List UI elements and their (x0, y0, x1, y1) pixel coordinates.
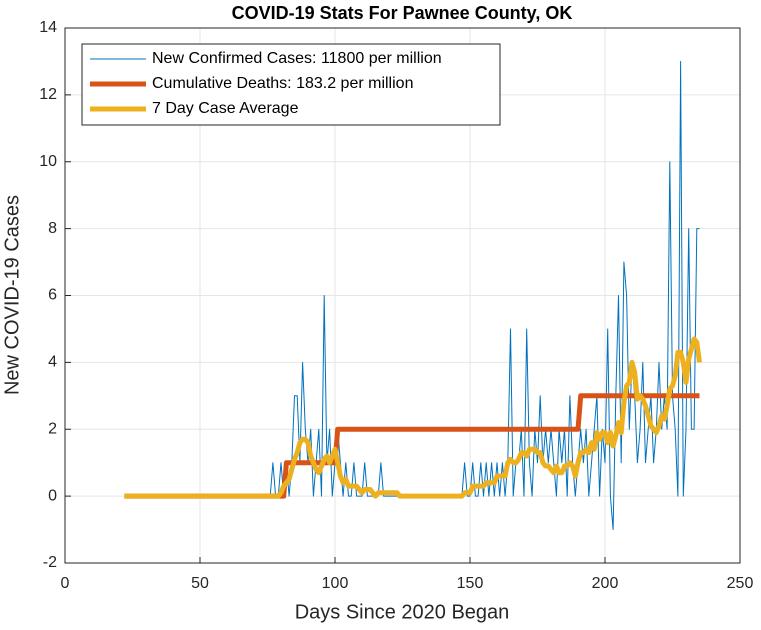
legend-label: Cumulative Deaths: 183.2 per million (152, 75, 413, 92)
series-line (124, 336, 702, 499)
y-tick-label: 6 (48, 287, 57, 304)
x-axis-label: Days Since 2020 Began (295, 601, 510, 623)
lines (124, 60, 702, 531)
y-tick-label: 8 (48, 220, 57, 237)
y-tick-label: 14 (39, 19, 57, 36)
y-tick-label: -2 (43, 554, 57, 571)
x-tick-label: 100 (322, 575, 349, 592)
x-tick-label: 0 (61, 575, 70, 592)
legend-label: New Confirmed Cases: 11800 per million (152, 50, 442, 67)
x-tick-label: 150 (457, 575, 484, 592)
x-tick-label: 250 (727, 575, 754, 592)
y-tick-label: 12 (39, 86, 57, 103)
legend-label: 7 Day Case Average (152, 100, 299, 117)
y-axis-label: New COVID-19 Cases (1, 195, 23, 395)
y-tick-label: 10 (39, 153, 57, 170)
y-tick-label: 4 (48, 354, 57, 371)
y-tick-label: 0 (48, 487, 57, 504)
legend: New Confirmed Cases: 11800 per million Cu… (81, 43, 501, 126)
legend-box (81, 43, 501, 126)
x-tick-label: 200 (592, 575, 619, 592)
chart-title: COVID-19 Stats For Pawnee County, OK (232, 3, 573, 23)
x-tick-label: 50 (191, 575, 209, 592)
y-tick-label: 2 (48, 420, 57, 437)
